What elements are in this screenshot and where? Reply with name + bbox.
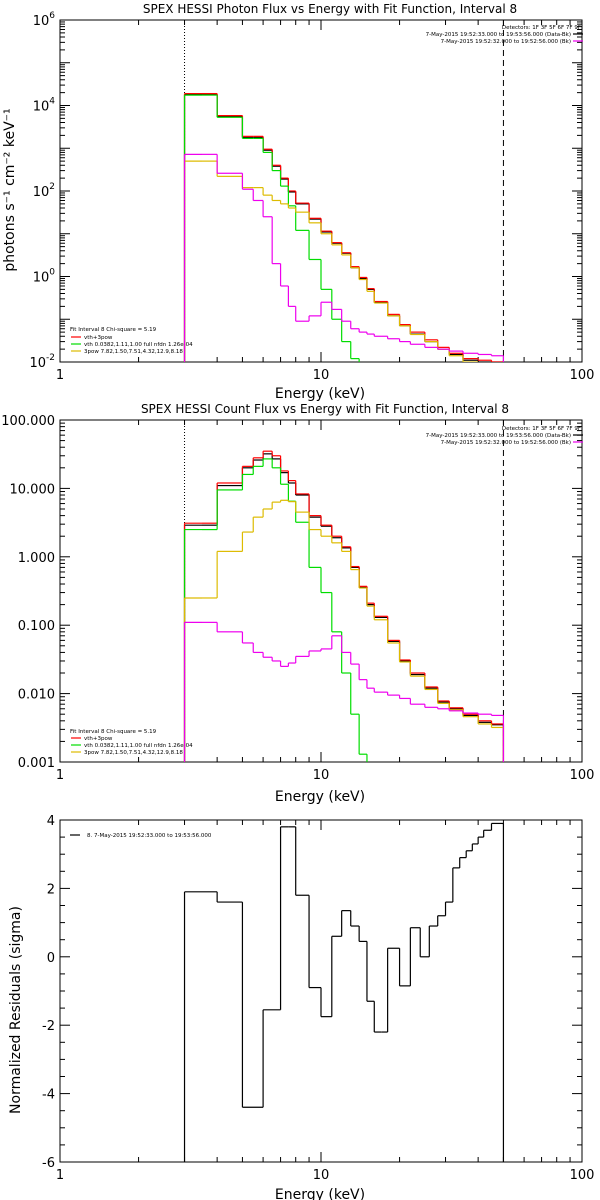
residuals-y-tick-label: -4	[42, 1088, 55, 1103]
photon-flux-title: SPEX HESSI Photon Flux vs Energy with Fi…	[143, 2, 517, 16]
count-flux-title: SPEX HESSI Count Flux vs Energy with Fit…	[141, 402, 509, 416]
count-flux-data-interval: 7-May-2015 19:52:33.000 to 19:53:56.000 …	[426, 433, 571, 439]
residuals-y-tick-label: 0	[47, 951, 55, 966]
photon-flux-legend-3pow: 3pow 7.82,1.50,7.51,4.32,12.9,8.18	[84, 349, 183, 355]
photon-flux-detectors: Detectors: 1F 3F 5F 6F 7F 9F	[502, 25, 581, 31]
count-flux-x-tick-label: 10	[313, 768, 330, 783]
residuals-y-tick-label: -6	[42, 1156, 55, 1171]
photon-flux-y-tick-exponent: 0	[49, 268, 55, 278]
photon-flux-data-interval: 7-May-2015 19:52:33.000 to 19:53:56.000 …	[426, 32, 571, 38]
count-flux-y-tick-label: 0.100	[18, 619, 55, 634]
count-flux-fit-info: Fit Interval 8 Chi-square = 5.19	[70, 729, 157, 735]
photon-flux-y-tick-exponent: 2	[49, 182, 55, 192]
residuals-y-tick-label: -2	[42, 1019, 55, 1034]
residuals-xlabel: Energy (keV)	[275, 1187, 365, 1200]
photon-flux-y-tick-label: 102	[33, 182, 55, 200]
count-flux-legend-3pow: 3pow 7.82,1.50,7.51,4.32,12.9,8.18	[84, 750, 183, 756]
count-flux-y-tick-label: 0.001	[18, 756, 55, 771]
count-flux-y-tick-label: 0.010	[18, 688, 55, 703]
photon-flux-series-group	[183, 92, 505, 362]
photon-flux-legend-vth: vth 0.0382,1.11,1.00 full nfdn 1.26e-04	[84, 342, 193, 348]
photon-flux-y-tick-label: 104	[33, 97, 56, 115]
photon-flux-fit-info: Fit Interval 8 Chi-square = 5.19	[70, 327, 157, 333]
photon-flux-bk-interval: 7-May-2015 19:52:32.000 to 19:52:56.000 …	[441, 39, 571, 45]
count-flux-detectors: Detectors: 1F 3F 5F 6F 7F 9F	[502, 426, 581, 432]
photon-flux-y-tick-label: 100	[33, 268, 56, 286]
photon-flux-ylabel: photons s⁻¹ cm⁻² keV⁻¹	[2, 108, 18, 271]
count-flux-xlabel: Energy (keV)	[275, 789, 365, 805]
photon-flux-y-tick-exponent: 6	[49, 11, 55, 21]
residuals-series-group	[183, 822, 505, 1162]
count-flux-legend-vth3pow: vth+3pow	[84, 736, 113, 742]
photon-flux-y-tick-exponent: 4	[49, 97, 55, 107]
residuals-x-tick-label: 10	[313, 1168, 330, 1183]
photon-flux-x-tick-label: 100	[570, 368, 595, 383]
count-flux-series-group	[183, 450, 505, 762]
photon-flux-legend-vth3pow: vth+3pow	[84, 335, 113, 341]
count-flux-y-tick-label: 10.000	[10, 482, 56, 497]
residuals-legend: 8. 7-May-2015 19:52:33.000 to 19:53:56.0…	[87, 833, 212, 839]
residuals-x-tick-label: 1	[56, 1168, 64, 1183]
photon-flux-y-tick-label: 10-2	[29, 353, 55, 371]
residuals-y-tick-label: 2	[47, 882, 55, 897]
residuals-x-tick-label: 100	[570, 1168, 595, 1183]
photon-flux-x-tick-label: 10	[313, 368, 330, 383]
count-flux-panel: SPEX HESSI Count Flux vs Energy with Fit…	[1, 402, 595, 805]
residuals-panel: Energy (keV) Normalized Residuals (sigma…	[8, 814, 594, 1200]
photon-flux-panel: SPEX HESSI Photon Flux vs Energy with Fi…	[2, 2, 595, 402]
count-flux-x-tick-label: 1	[56, 768, 64, 783]
residuals-y-tick-label: 4	[47, 814, 55, 829]
count-flux-legend-vth: vth 0.0382,1.11,1.00 full nfdn 1.26e-04	[84, 743, 193, 749]
photon-flux-y-tick-exponent: -2	[46, 353, 55, 363]
photon-flux-xlabel: Energy (keV)	[275, 386, 365, 402]
count-flux-bk-interval: 7-May-2015 19:52:32.000 to 19:52:56.000 …	[441, 440, 571, 446]
count-flux-x-tick-label: 100	[570, 768, 595, 783]
residuals-ylabel: Normalized Residuals (sigma)	[8, 906, 24, 1114]
count-flux-y-tick-label: 1.000	[18, 551, 55, 566]
photon-flux-y-tick-label: 106	[33, 11, 56, 29]
count-flux-y-tick-label: 100.000	[1, 414, 55, 429]
photon-flux-x-tick-label: 1	[56, 368, 64, 383]
